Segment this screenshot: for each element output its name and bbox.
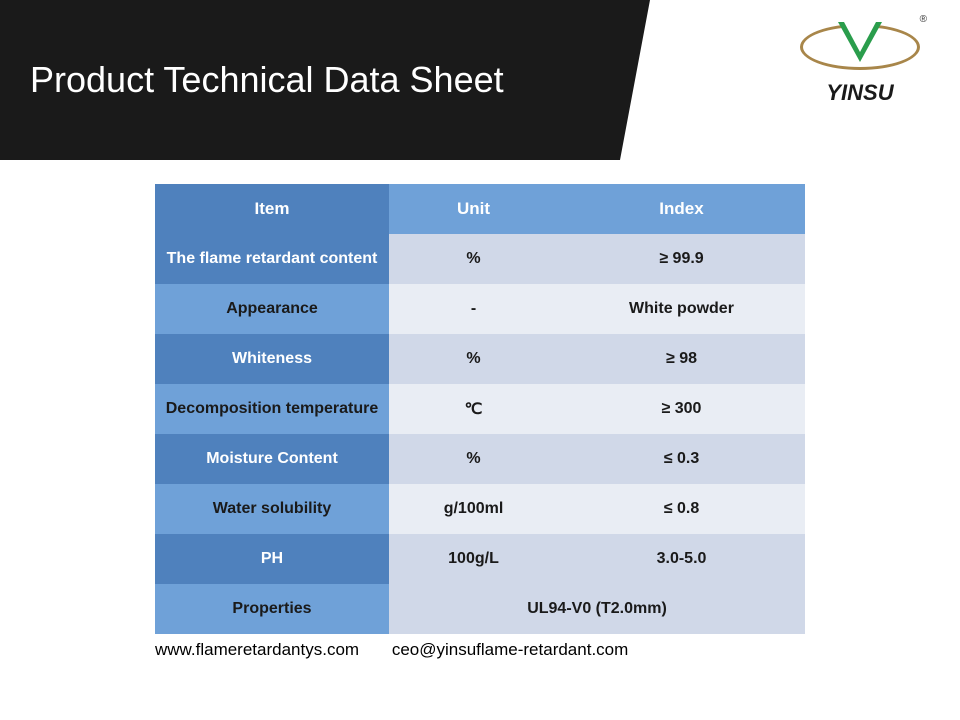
- footer-website: www.flameretardantys.com: [155, 640, 359, 659]
- company-logo: ® YINSU: [795, 18, 925, 106]
- cell-item: Appearance: [155, 284, 389, 334]
- table-row: PropertiesUL94-V0 (T2.0mm): [155, 584, 805, 634]
- col-header-item: Item: [155, 184, 389, 234]
- cell-index: White powder: [558, 284, 805, 334]
- cell-unit: g/100ml: [389, 484, 558, 534]
- page-title: Product Technical Data Sheet: [30, 59, 504, 101]
- col-header-unit: Unit: [389, 184, 558, 234]
- cell-index: ≥ 300: [558, 384, 805, 434]
- cell-item: Properties: [155, 584, 389, 634]
- cell-unit: %: [389, 334, 558, 384]
- content-area: YINSU Item Unit Index The flame retardan…: [0, 160, 960, 634]
- table-header-row: Item Unit Index: [155, 184, 805, 234]
- table-row: Decomposition temperature℃≥ 300: [155, 384, 805, 434]
- cell-unit: -: [389, 284, 558, 334]
- cell-item: Whiteness: [155, 334, 389, 384]
- cell-unit: %: [389, 234, 558, 284]
- data-table: Item Unit Index The flame retardant cont…: [155, 184, 805, 634]
- cell-item: Water solubility: [155, 484, 389, 534]
- cell-index: ≤ 0.8: [558, 484, 805, 534]
- cell-index: ≥ 99.9: [558, 234, 805, 284]
- logo-registered: ®: [920, 14, 927, 25]
- cell-merged: UL94-V0 (T2.0mm): [389, 584, 805, 634]
- table-row: Whiteness%≥ 98: [155, 334, 805, 384]
- cell-index: 3.0-5.0: [558, 534, 805, 584]
- logo-text: YINSU: [795, 80, 925, 106]
- cell-unit: ℃: [389, 384, 558, 434]
- cell-item: Decomposition temperature: [155, 384, 389, 434]
- cell-index: ≥ 98: [558, 334, 805, 384]
- footer-email: ceo@yinsuflame-retardant.com: [392, 640, 628, 659]
- header-bar: Product Technical Data Sheet ® YINSU: [0, 0, 960, 160]
- table-row: The flame retardant content%≥ 99.9: [155, 234, 805, 284]
- table-row: PH100g/L3.0-5.0: [155, 534, 805, 584]
- footer: www.flameretardantys.com ceo@yinsuflame-…: [0, 640, 960, 660]
- table-row: Appearance-White powder: [155, 284, 805, 334]
- table-row: Moisture Content%≤ 0.3: [155, 434, 805, 484]
- cell-item: PH: [155, 534, 389, 584]
- cell-index: ≤ 0.3: [558, 434, 805, 484]
- cell-item: Moisture Content: [155, 434, 389, 484]
- logo-icon: ®: [795, 18, 925, 78]
- cell-unit: 100g/L: [389, 534, 558, 584]
- cell-item: The flame retardant content: [155, 234, 389, 284]
- col-header-index: Index: [558, 184, 805, 234]
- table-row: Water solubilityg/100ml≤ 0.8: [155, 484, 805, 534]
- cell-unit: %: [389, 434, 558, 484]
